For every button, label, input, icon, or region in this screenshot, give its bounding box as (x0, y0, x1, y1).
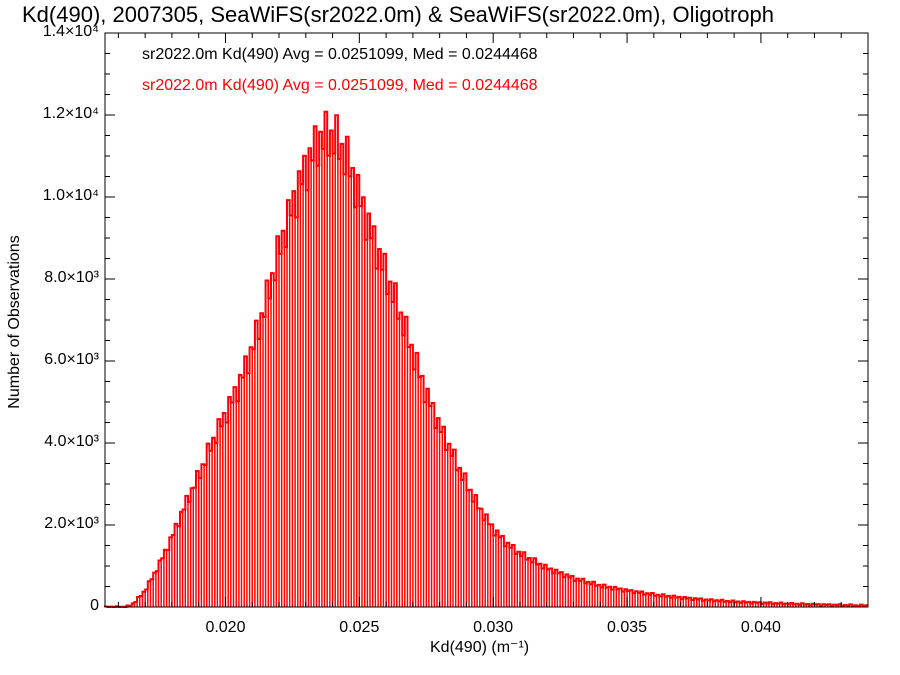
y-tick-label: 8.0×10³ (44, 269, 99, 286)
y-axis-label: Number of Observations (6, 235, 23, 409)
axis-ticks (105, 32, 868, 608)
y-tick-label: 0 (90, 597, 99, 614)
y-tick-label: 2.0×10³ (44, 515, 99, 532)
legend-entry-red: sr2022.0m Kd(490) Avg = 0.0251099, Med =… (142, 77, 538, 94)
y-tick-label: 1.0×10⁴ (42, 187, 99, 204)
y-tick-label: 1.4×10⁴ (42, 23, 99, 40)
x-axis-label: Kd(490) (m⁻¹) (430, 639, 530, 656)
y-tick-label: 4.0×10³ (44, 433, 99, 450)
x-tick-label: 0.035 (607, 619, 648, 636)
y-tick-label: 1.2×10⁴ (42, 105, 99, 122)
legend-entry-black: sr2022.0m Kd(490) Avg = 0.0251099, Med =… (142, 46, 538, 63)
x-tick-label: 0.040 (740, 619, 781, 636)
x-tick-label: 0.020 (205, 619, 246, 636)
chart-title: Kd(490), 2007305, SeaWiFS(sr2022.0m) & S… (22, 2, 774, 27)
x-tick-label: 0.030 (473, 619, 514, 636)
y-tick-label: 6.0×10³ (44, 351, 99, 368)
histogram-bars (104, 110, 868, 608)
x-tick-label: 0.025 (339, 619, 380, 636)
